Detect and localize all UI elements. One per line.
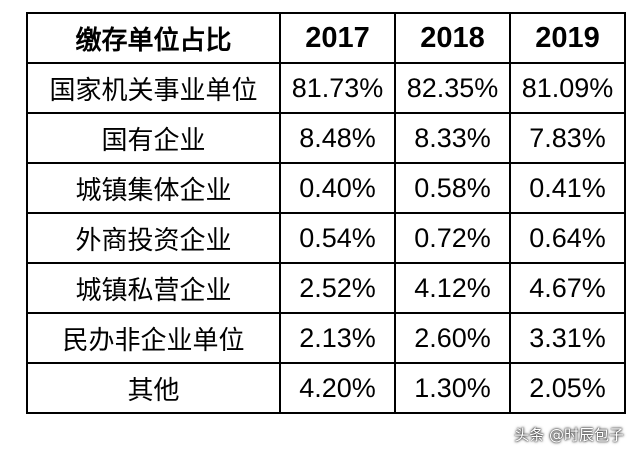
table-row: 城镇集体企业 0.40% 0.58% 0.41% — [26, 162, 626, 214]
header-year-2018: 2018 — [394, 12, 511, 64]
cell-2019: 7.83% — [509, 112, 626, 164]
cell-2019: 3.31% — [509, 312, 626, 364]
row-label: 民办非企业单位 — [26, 312, 281, 364]
header-year-2019: 2019 — [509, 12, 626, 64]
header-category: 缴存单位占比 — [26, 12, 281, 64]
table-row: 城镇私营企业 2.52% 4.12% 4.67% — [26, 262, 626, 314]
cell-2019: 2.05% — [509, 362, 626, 414]
cell-2018: 2.60% — [394, 312, 511, 364]
row-label: 外商投资企业 — [26, 212, 281, 264]
row-label: 国家机关事业单位 — [26, 62, 281, 114]
watermark: 头条 @时辰包子 — [514, 426, 624, 444]
cell-2019: 4.67% — [509, 262, 626, 314]
table-row: 国有企业 8.48% 8.33% 7.83% — [26, 112, 626, 164]
cell-2019: 81.09% — [509, 62, 626, 114]
cell-2017: 81.73% — [279, 62, 396, 114]
cell-2017: 2.52% — [279, 262, 396, 314]
row-label: 国有企业 — [26, 112, 281, 164]
table-row: 外商投资企业 0.54% 0.72% 0.64% — [26, 212, 626, 264]
cell-2018: 82.35% — [394, 62, 511, 114]
row-label: 城镇私营企业 — [26, 262, 281, 314]
row-label: 其他 — [26, 362, 281, 414]
table-header-row: 缴存单位占比 2017 2018 2019 — [26, 12, 626, 64]
table-row: 其他 4.20% 1.30% 2.05% — [26, 362, 626, 414]
cell-2017: 8.48% — [279, 112, 396, 164]
cell-2017: 4.20% — [279, 362, 396, 414]
cell-2017: 0.54% — [279, 212, 396, 264]
row-label: 城镇集体企业 — [26, 162, 281, 214]
cell-2017: 0.40% — [279, 162, 396, 214]
cell-2019: 0.64% — [509, 212, 626, 264]
cell-2018: 4.12% — [394, 262, 511, 314]
cell-2018: 8.33% — [394, 112, 511, 164]
cell-2018: 0.58% — [394, 162, 511, 214]
table-row: 国家机关事业单位 81.73% 82.35% 81.09% — [26, 62, 626, 114]
cell-2019: 0.41% — [509, 162, 626, 214]
contribution-ratio-table: 缴存单位占比 2017 2018 2019 国家机关事业单位 81.73% 82… — [26, 12, 626, 414]
header-year-2017: 2017 — [279, 12, 396, 64]
table-row: 民办非企业单位 2.13% 2.60% 3.31% — [26, 312, 626, 364]
cell-2018: 0.72% — [394, 212, 511, 264]
cell-2018: 1.30% — [394, 362, 511, 414]
cell-2017: 2.13% — [279, 312, 396, 364]
